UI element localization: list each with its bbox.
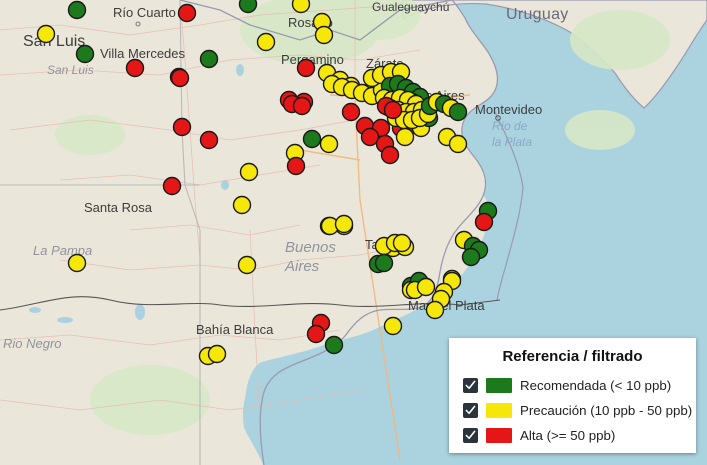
svg-text:Bahía Blanca: Bahía Blanca [196,322,274,337]
svg-text:Rio Negro: Rio Negro [3,336,62,351]
svg-text:Aires: Aires [284,258,320,275]
svg-text:Uruguay: Uruguay [506,6,569,23]
svg-text:Río de: Río de [492,119,528,133]
svg-text:La Pampa: La Pampa [33,243,92,258]
svg-text:Villa Mercedes: Villa Mercedes [100,46,186,61]
svg-text:Montevideo: Montevideo [475,102,542,117]
svg-text:Río Cuarto: Río Cuarto [113,5,176,20]
svg-text:San Luis: San Luis [47,63,94,77]
svg-text:la Plata: la Plata [492,135,532,149]
svg-text:Buenos: Buenos [285,239,336,256]
svg-text:Gualeguaychú: Gualeguaychú [372,0,449,14]
svg-text:Santa Rosa: Santa Rosa [84,200,153,215]
